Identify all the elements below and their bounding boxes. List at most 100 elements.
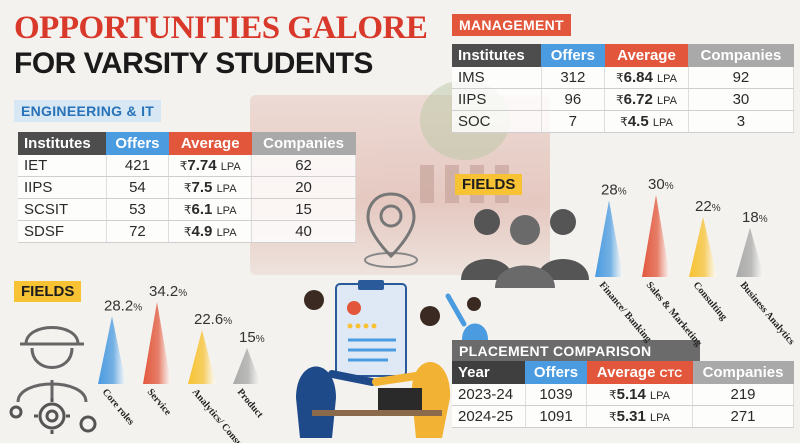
cone-bar (188, 329, 216, 384)
column-header: Offers (106, 132, 169, 155)
table-cell: 53 (106, 198, 170, 221)
gears-icon (9, 398, 97, 434)
table-cell: IIPS (452, 88, 542, 111)
table-cell: 312 (541, 67, 606, 89)
table-row: 2024-25 1091 ₹5.31 LPA 271 (452, 405, 794, 428)
cone-bar (736, 227, 764, 277)
table-cell: 15 (251, 198, 356, 221)
unit-label: LPA (650, 412, 671, 424)
fields-tag-engineering: FIELDS (14, 281, 82, 302)
value-label: 28.2% (104, 297, 142, 314)
table-cell: IET (18, 155, 107, 177)
column-header: Offers (541, 44, 605, 67)
column-header: Average (604, 44, 689, 67)
table-cell: 3 (688, 110, 795, 133)
table-cell: 54 (106, 176, 170, 199)
column-header: Institutes (452, 44, 542, 67)
currency-symbol: ₹ (620, 115, 628, 129)
table-cell: 40 (251, 220, 356, 243)
table-cell: SDSF (18, 220, 107, 243)
table-row: SDSF 72 ₹4.9 LPA 40 (18, 220, 356, 243)
average-value: 5.31 (616, 408, 646, 425)
placement-heading: PLACEMENT COMPARISON (452, 340, 700, 362)
unit-label: LPA (216, 227, 237, 239)
column-header: Average CTC (586, 361, 693, 384)
table-cell: 20 (251, 176, 356, 199)
table-cell: 92 (688, 67, 795, 89)
location-pin-icon (364, 192, 418, 268)
unit-label: LPA (216, 205, 237, 217)
table-cell: ₹6.1 LPA (168, 198, 253, 221)
management-heading: MANAGEMENT (452, 14, 571, 36)
table-cell: ₹5.31 LPA (586, 405, 693, 428)
unit-label: LPA (657, 95, 677, 107)
unit-label: LPA (216, 183, 237, 195)
table-cell: ₹5.14 LPA (586, 384, 693, 406)
management-table: Institutes Offers Average Companies IMS 3… (452, 44, 795, 133)
table-cell: ₹4.5 LPA (604, 110, 689, 133)
value-label: 18% (742, 209, 768, 226)
table-cell: 62 (251, 155, 356, 177)
table-cell: ₹7.5 LPA (168, 176, 253, 199)
column-header: Year (452, 361, 526, 384)
unit-label: LPA (652, 117, 673, 129)
column-header: Institutes (18, 132, 106, 155)
average-value: 6.72 (623, 91, 653, 108)
category-label: Service (145, 387, 174, 418)
table-row: SCSIT 53 ₹6.1 LPA 15 (18, 198, 356, 221)
unit-label: LPA (650, 390, 671, 402)
table-cell: 219 (692, 384, 794, 406)
value-label: 30% (648, 176, 674, 193)
column-header: Offers (525, 361, 587, 384)
currency-symbol: ₹ (616, 71, 624, 85)
table-cell: ₹7.74 LPA (168, 155, 253, 177)
cone-bar (98, 316, 126, 384)
table-cell: ₹6.72 LPA (604, 88, 689, 111)
average-value: 7.74 (187, 157, 217, 174)
cone-bar (595, 200, 623, 277)
average-value: 5.14 (616, 386, 646, 403)
table-cell: 271 (692, 405, 794, 428)
placement-table: Year Offers Average CTC Companies 2023-2… (452, 361, 794, 428)
engineering-heading: ENGINEERING & IT (14, 100, 162, 122)
unit-label: LPA (220, 161, 241, 173)
average-value: 6.1 (191, 201, 213, 218)
value-label: 22% (695, 198, 721, 215)
table-cell: SOC (452, 110, 542, 133)
table-cell: SCSIT (18, 198, 107, 221)
value-label: 22.6% (194, 311, 232, 328)
average-value: 6.84 (623, 69, 653, 86)
value-label: 15% (239, 329, 265, 346)
currency-symbol: ₹ (179, 159, 188, 173)
table-cell: 7 (541, 110, 606, 133)
headline-line-1: OPPORTUNITIES GALORE (14, 10, 428, 46)
column-header: Companies (688, 44, 794, 67)
average-value: 7.5 (191, 179, 213, 196)
category-label: Finance/ Banking (597, 280, 654, 345)
table-row: IIPS 54 ₹7.5 LPA 20 (18, 176, 356, 199)
table-cell: 421 (106, 155, 170, 177)
cone-bar (233, 348, 261, 384)
column-header: Companies (692, 361, 794, 384)
currency-symbol: ₹ (183, 181, 192, 195)
fields-tag-management: FIELDS (455, 174, 523, 195)
cone-bar (143, 302, 171, 384)
average-value: 4.5 (627, 113, 649, 130)
table-cell: 30 (688, 88, 795, 111)
raised-hand-woman-icon (445, 293, 488, 340)
job-interview-illustration (296, 280, 451, 438)
table-cell: 96 (541, 88, 606, 111)
table-cell: 72 (106, 220, 170, 243)
table-cell: ₹4.9 LPA (168, 220, 253, 243)
currency-symbol: ₹ (609, 410, 617, 424)
average-value: 4.9 (191, 223, 213, 240)
currency-symbol: ₹ (609, 388, 617, 402)
table-row: SOC 7 ₹4.5 LPA 3 (452, 110, 795, 133)
engineering-table: Institutes Offers Average Companies IET 4… (18, 132, 356, 243)
category-label: Product (235, 387, 266, 421)
category-label: Consulting (691, 280, 729, 323)
cone-bar (642, 195, 670, 277)
table-row: IMS 312 ₹6.84 LPA 92 (452, 67, 795, 89)
currency-symbol: ₹ (616, 93, 624, 107)
